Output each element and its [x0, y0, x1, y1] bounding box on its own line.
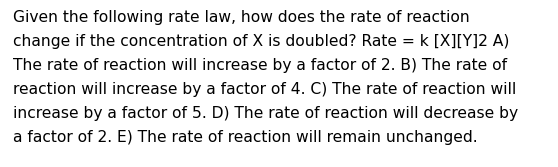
Text: increase by a factor of 5. D) The rate of reaction will decrease by: increase by a factor of 5. D) The rate o…	[13, 106, 518, 121]
Text: Given the following rate law, how does the rate of reaction: Given the following rate law, how does t…	[13, 10, 470, 25]
Text: change if the concentration of X is doubled? Rate = k [X][Y]2 A): change if the concentration of X is doub…	[13, 34, 509, 49]
Text: a factor of 2. E) The rate of reaction will remain unchanged.: a factor of 2. E) The rate of reaction w…	[13, 130, 478, 145]
Text: The rate of reaction will increase by a factor of 2. B) The rate of: The rate of reaction will increase by a …	[13, 58, 507, 73]
Text: reaction will increase by a factor of 4. C) The rate of reaction will: reaction will increase by a factor of 4.…	[13, 82, 516, 97]
